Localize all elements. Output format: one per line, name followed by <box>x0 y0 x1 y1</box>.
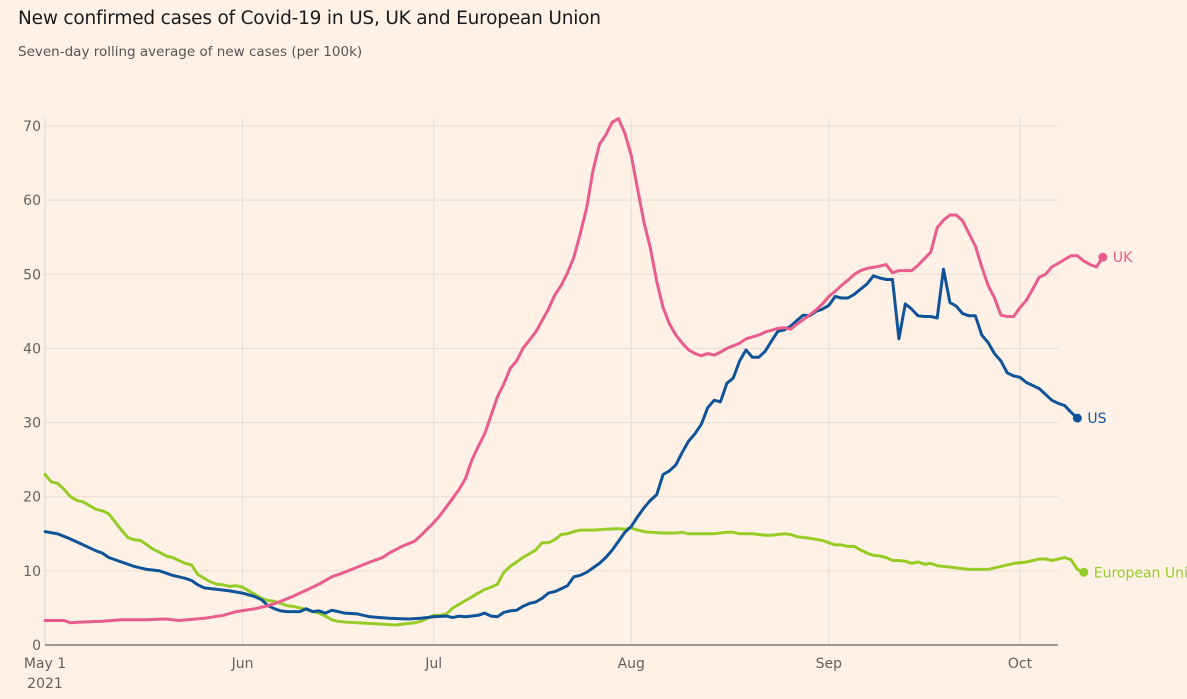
y-tick-label: 30 <box>23 416 41 432</box>
x-tick-label: Aug <box>618 656 645 672</box>
y-tick-label: 20 <box>23 490 41 506</box>
series-uk: UK <box>43 117 1133 625</box>
x-tick-label: Jun <box>231 656 254 672</box>
y-tick-label: 60 <box>23 193 41 209</box>
series-line <box>43 473 1086 627</box>
y-tick-label: 10 <box>23 564 41 580</box>
y-tick-label: 70 <box>23 119 41 135</box>
series-line <box>43 117 1105 625</box>
x-tick-label: May 1 <box>24 656 66 672</box>
y-tick-label: 40 <box>23 341 41 357</box>
series-label: UK <box>1113 250 1133 266</box>
series-european-union: European Union <box>43 473 1187 627</box>
y-tick-label: 0 <box>32 638 41 654</box>
y-tick-label: 50 <box>23 267 41 283</box>
series-label: US <box>1087 411 1106 427</box>
series-line <box>43 267 1079 621</box>
y-gridlines <box>45 125 1058 572</box>
x-axis-ticks: May 1 2021 Jun Jul Aug Sep Oct <box>24 656 1033 692</box>
x-tick-label: Jul <box>424 656 442 672</box>
x-tick-label: Sep <box>816 656 843 672</box>
series-end-marker <box>1079 567 1089 577</box>
chart-subtitle: Seven-day rolling average of new cases (… <box>18 44 363 60</box>
series-us: US <box>43 267 1107 621</box>
y-axis-ticks: 0 10 20 30 40 50 60 70 <box>23 119 41 654</box>
series-end-marker <box>1098 252 1108 262</box>
series-end-marker <box>1072 413 1082 423</box>
chart-title: New confirmed cases of Covid-19 in US, U… <box>18 8 601 29</box>
series-group: European Union US UK <box>43 117 1187 627</box>
x-tick-label: Oct <box>1008 656 1033 672</box>
series-label: European Union <box>1094 565 1187 581</box>
x-tick-sublabel: 2021 <box>27 676 63 692</box>
x-gridlines <box>242 118 1021 645</box>
